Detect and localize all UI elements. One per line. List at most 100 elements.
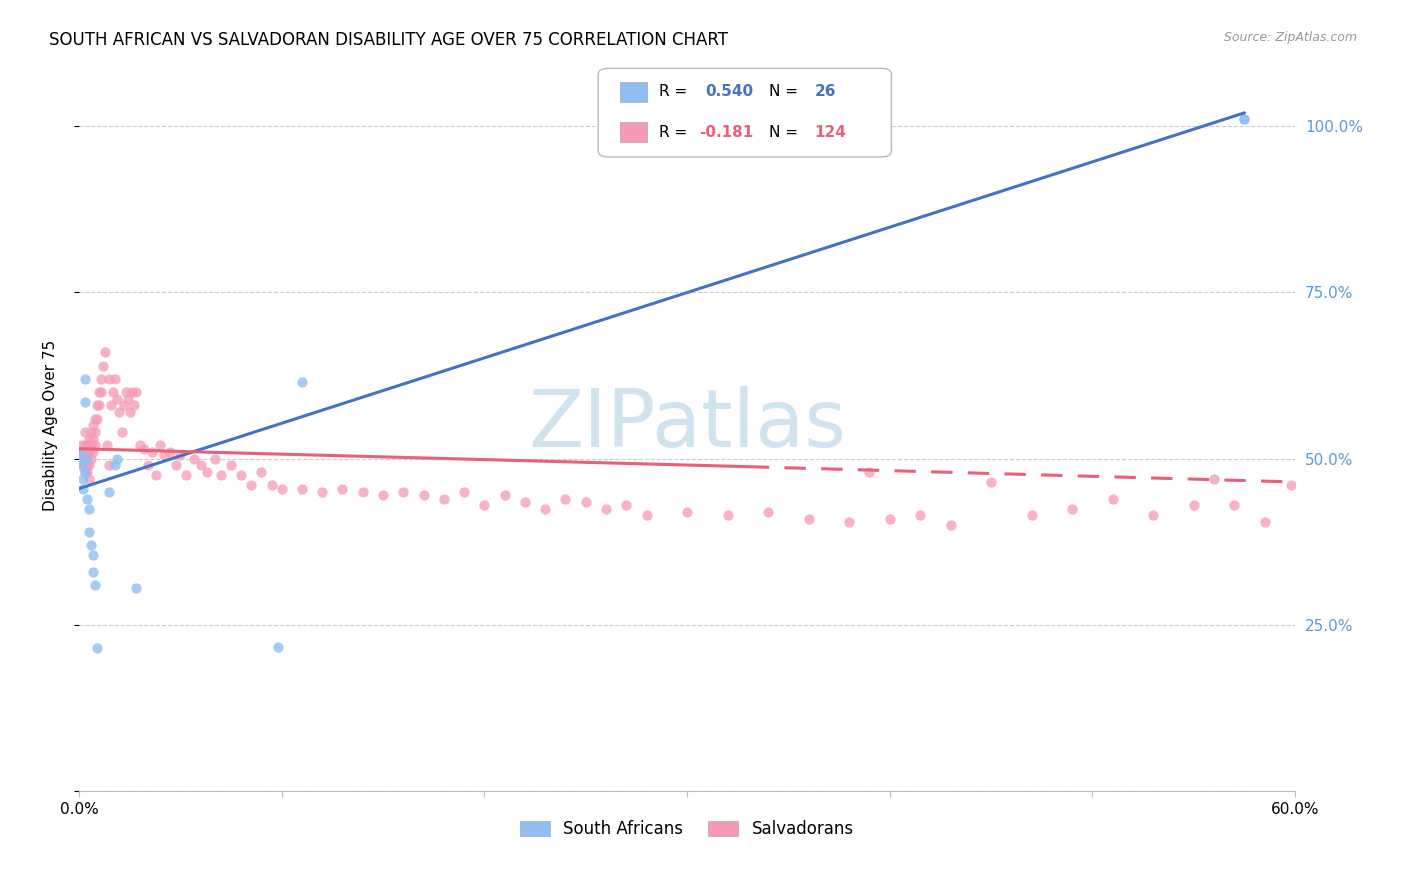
Point	[270, 482, 292, 496]
Point	[1254, 515, 1277, 529]
Point	[908, 508, 931, 523]
Point	[72, 472, 94, 486]
Point	[165, 458, 187, 473]
Point	[145, 468, 167, 483]
Point	[183, 451, 205, 466]
Point	[82, 418, 104, 433]
Point	[125, 385, 148, 400]
Point	[494, 488, 516, 502]
Point	[371, 488, 394, 502]
Point	[112, 399, 135, 413]
Point	[82, 432, 104, 446]
Point	[332, 482, 354, 496]
Point	[77, 524, 100, 539]
Point	[98, 485, 121, 500]
Point	[77, 458, 100, 473]
Text: SOUTH AFRICAN VS SALVADORAN DISABILITY AGE OVER 75 CORRELATION CHART: SOUTH AFRICAN VS SALVADORAN DISABILITY A…	[49, 31, 728, 49]
Point	[412, 488, 434, 502]
Point	[260, 478, 283, 492]
Point	[121, 385, 143, 400]
Point	[534, 501, 557, 516]
Point	[73, 451, 96, 466]
Text: Source: ZipAtlas.com: Source: ZipAtlas.com	[1223, 31, 1357, 45]
Point	[636, 508, 658, 523]
Point	[392, 485, 415, 500]
Point	[229, 468, 252, 483]
Point	[1223, 498, 1246, 512]
Point	[70, 451, 93, 466]
Point	[90, 372, 112, 386]
Point	[73, 465, 96, 479]
Point	[756, 505, 779, 519]
Point	[176, 468, 198, 483]
Point	[76, 451, 98, 466]
Point	[879, 511, 901, 525]
Point	[70, 451, 93, 466]
Point	[104, 458, 127, 473]
Text: N =: N =	[769, 84, 803, 99]
Point	[89, 399, 111, 413]
FancyBboxPatch shape	[620, 122, 647, 143]
Point	[80, 425, 103, 439]
Point	[77, 445, 100, 459]
Point	[82, 445, 104, 459]
Point	[70, 438, 93, 452]
Point	[291, 482, 314, 496]
Point	[82, 565, 104, 579]
FancyBboxPatch shape	[599, 69, 891, 157]
Point	[86, 399, 108, 413]
Point	[1062, 501, 1084, 516]
Point	[70, 445, 93, 459]
Text: ZIPatlas: ZIPatlas	[529, 386, 846, 465]
Point	[107, 451, 129, 466]
Point	[108, 405, 131, 419]
Point	[114, 385, 136, 400]
Point	[122, 399, 145, 413]
Legend: South Africans, Salvadorans: South Africans, Salvadorans	[513, 814, 860, 845]
Point	[1142, 508, 1164, 523]
Point	[141, 445, 163, 459]
Point	[76, 465, 98, 479]
Y-axis label: Disability Age Over 75: Disability Age Over 75	[44, 340, 58, 511]
Point	[1182, 498, 1205, 512]
Point	[838, 515, 860, 529]
Point	[595, 501, 617, 516]
Point	[118, 405, 141, 419]
Point	[1279, 478, 1302, 492]
Text: R =: R =	[659, 84, 692, 99]
Point	[204, 451, 226, 466]
Point	[159, 445, 181, 459]
Point	[169, 449, 191, 463]
Point	[107, 392, 129, 406]
Point	[77, 472, 100, 486]
Point	[614, 498, 637, 512]
FancyBboxPatch shape	[620, 81, 647, 102]
Point	[513, 495, 536, 509]
Point	[89, 385, 111, 400]
Point	[76, 458, 98, 473]
Text: R =: R =	[659, 125, 692, 139]
Point	[1233, 112, 1256, 127]
Point	[575, 495, 598, 509]
Point	[1101, 491, 1123, 506]
Point	[70, 458, 93, 473]
Point	[103, 385, 125, 400]
Point	[676, 505, 699, 519]
Point	[153, 449, 176, 463]
Point	[84, 425, 107, 439]
Point	[72, 451, 94, 466]
Text: 26: 26	[814, 84, 837, 99]
Point	[209, 468, 232, 483]
Point	[132, 442, 155, 456]
Point	[136, 458, 159, 473]
Point	[125, 582, 148, 596]
Point	[554, 491, 576, 506]
Point	[939, 518, 962, 533]
Point	[91, 359, 114, 373]
Point	[76, 445, 98, 459]
Point	[433, 491, 456, 506]
Point	[86, 411, 108, 425]
Point	[98, 372, 121, 386]
Text: 0.540: 0.540	[706, 84, 754, 99]
Point	[96, 438, 118, 452]
